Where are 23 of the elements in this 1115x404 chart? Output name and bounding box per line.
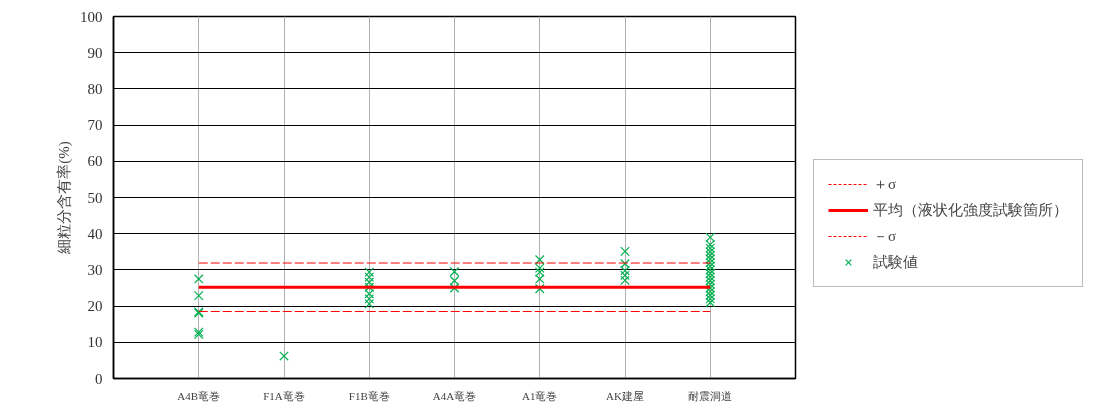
legend-label: 平均（液状化強度試験箇所） (873, 200, 1068, 220)
y-tick-label: 50 (87, 189, 103, 206)
legend-label: －σ (873, 226, 897, 246)
y-tick-label: 60 (87, 153, 103, 170)
y-tick-label: 0 (95, 370, 103, 387)
y-axis-title: 細粒分含有率(%) (56, 141, 73, 255)
x-tick-label: A1竜巻 (522, 389, 558, 402)
legend-label: 試験値 (873, 252, 918, 272)
y-tick-label: 70 (87, 117, 103, 134)
y-tick-label: 40 (87, 225, 103, 242)
x-tick-label: A4A竜巻 (432, 389, 477, 402)
x-tick-label: A4B竜巻 (177, 389, 221, 402)
y-tick-label: 100 (80, 8, 103, 25)
y-tick-label: 90 (87, 44, 103, 61)
y-tick-label: 80 (87, 80, 103, 97)
x-tick-label: 耐震洞道 (688, 389, 733, 402)
legend-label: ＋σ (873, 174, 897, 194)
y-tick-label: 20 (87, 298, 103, 315)
y-tick-label: 30 (87, 261, 103, 278)
x-tick-label: AK建屋 (606, 389, 644, 402)
x-tick-label: F1A竜巻 (263, 389, 305, 402)
y-tick-label: 10 (87, 334, 103, 351)
x-tick-label: F1B竜巻 (348, 389, 390, 402)
